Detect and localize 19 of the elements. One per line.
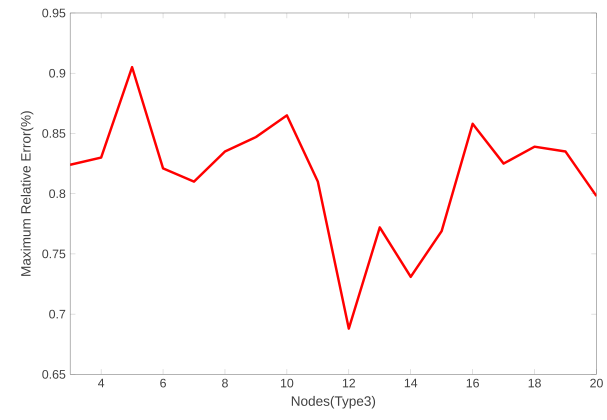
y-axis-title: Maximum Relative Error(%) xyxy=(20,111,34,276)
line-series xyxy=(70,66,596,330)
y-tick-label: 0.85 xyxy=(42,129,66,138)
y-tick-label: 0.65 xyxy=(42,370,66,379)
y-tick-label: 0.75 xyxy=(42,250,66,258)
x-tick-label: 18 xyxy=(528,378,541,388)
y-tick-label: 0.8 xyxy=(49,189,66,198)
x-tick-label: 10 xyxy=(280,378,294,388)
x-axis-title: Nodes(Type3) xyxy=(292,396,376,409)
x-tick-label: 4 xyxy=(98,378,104,388)
x-tick-label: 16 xyxy=(466,378,479,388)
y-tick-label: 0.95 xyxy=(42,8,66,18)
x-tick-label: 6 xyxy=(160,378,166,388)
x-tick-label: 14 xyxy=(404,378,418,388)
x-tick-label: 20 xyxy=(590,378,603,388)
y-tick-label: 0.7 xyxy=(49,310,66,319)
x-tick-label: 12 xyxy=(342,378,356,388)
x-tick-label: 8 xyxy=(222,378,228,388)
y-tick-label: 0.9 xyxy=(49,68,66,78)
